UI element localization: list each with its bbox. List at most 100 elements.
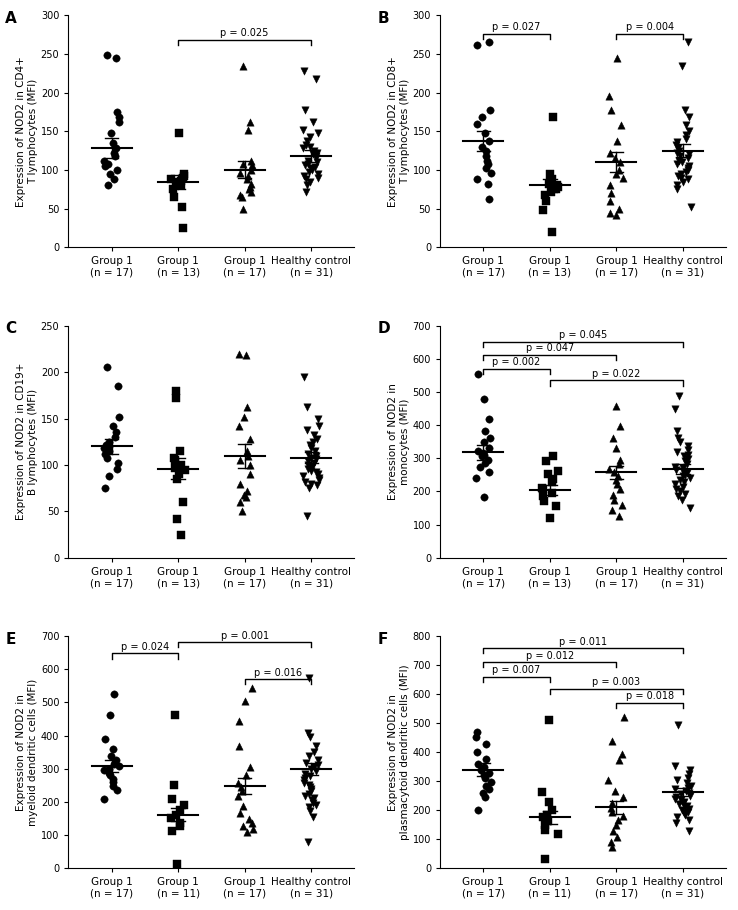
- Point: [308, 456, 320, 470]
- Point: [303, 725, 314, 740]
- Point: [475, 460, 486, 474]
- Point: [471, 37, 483, 52]
- Point: [111, 105, 123, 119]
- Point: [610, 399, 621, 413]
- Point: [542, 467, 554, 481]
- Point: [683, 124, 695, 138]
- Point: [302, 447, 314, 461]
- Point: [99, 159, 111, 174]
- Point: [683, 163, 694, 177]
- Point: [107, 742, 119, 756]
- Point: [308, 791, 320, 805]
- Point: [110, 753, 122, 768]
- Point: [480, 144, 492, 158]
- Point: [545, 185, 557, 199]
- Point: [108, 687, 120, 702]
- Point: [244, 179, 256, 194]
- Point: [480, 737, 492, 752]
- Point: [305, 437, 317, 451]
- Point: [479, 126, 491, 140]
- Point: [604, 178, 616, 193]
- Point: [236, 784, 248, 799]
- Point: [614, 420, 626, 434]
- Point: [684, 763, 696, 777]
- Text: p = 0.002: p = 0.002: [492, 358, 541, 368]
- Point: [178, 798, 190, 813]
- Point: [618, 809, 630, 824]
- Point: [480, 148, 492, 163]
- Point: [550, 182, 562, 197]
- Point: [683, 813, 694, 827]
- Point: [480, 771, 492, 785]
- Point: [175, 174, 187, 188]
- Text: p = 0.045: p = 0.045: [559, 330, 607, 340]
- Point: [104, 708, 116, 723]
- Point: [613, 469, 624, 483]
- Point: [680, 466, 692, 480]
- Point: [682, 780, 694, 794]
- Point: [537, 785, 548, 800]
- Point: [236, 504, 248, 519]
- Point: [604, 146, 615, 160]
- Point: [683, 147, 694, 162]
- Point: [165, 824, 177, 838]
- Point: [303, 800, 315, 814]
- Point: [233, 713, 245, 728]
- Point: [113, 410, 125, 424]
- Point: [300, 755, 311, 770]
- Point: [111, 784, 123, 798]
- Point: [538, 493, 550, 508]
- Point: [673, 797, 685, 812]
- Point: [242, 449, 254, 463]
- Point: [179, 169, 190, 184]
- Point: [685, 778, 697, 793]
- Point: [304, 730, 316, 744]
- Point: [300, 172, 311, 187]
- Point: [308, 444, 320, 459]
- Point: [241, 484, 253, 499]
- Point: [108, 136, 120, 150]
- Point: [300, 178, 312, 193]
- Point: [241, 400, 253, 415]
- Point: [304, 804, 316, 818]
- Point: [313, 470, 325, 485]
- Point: [680, 117, 692, 132]
- Point: [297, 369, 309, 384]
- Point: [100, 437, 111, 451]
- Point: [610, 167, 622, 181]
- Point: [546, 475, 558, 490]
- Point: [478, 435, 490, 450]
- Point: [675, 787, 687, 802]
- Point: [108, 172, 120, 187]
- Point: [544, 511, 556, 525]
- Point: [477, 786, 489, 801]
- Point: [544, 167, 556, 181]
- Point: [471, 172, 483, 187]
- Point: [111, 163, 123, 177]
- Point: [540, 194, 552, 208]
- Point: [238, 488, 249, 502]
- Point: [237, 201, 249, 216]
- Point: [308, 810, 320, 824]
- Point: [678, 806, 690, 821]
- Point: [108, 146, 120, 160]
- Point: [246, 815, 258, 830]
- Point: [682, 442, 694, 457]
- Point: [243, 123, 255, 137]
- Point: [548, 471, 559, 486]
- Point: [477, 110, 489, 125]
- Point: [232, 789, 244, 804]
- Point: [547, 110, 559, 125]
- Point: [234, 166, 246, 180]
- Point: [303, 461, 314, 476]
- Point: [482, 452, 494, 467]
- Point: [483, 35, 495, 49]
- Point: [238, 818, 249, 833]
- Text: p = 0.001: p = 0.001: [221, 631, 269, 641]
- Point: [682, 451, 694, 466]
- Point: [552, 464, 564, 479]
- Point: [546, 225, 558, 239]
- Point: [678, 475, 690, 490]
- Point: [307, 795, 319, 810]
- Point: [234, 476, 246, 490]
